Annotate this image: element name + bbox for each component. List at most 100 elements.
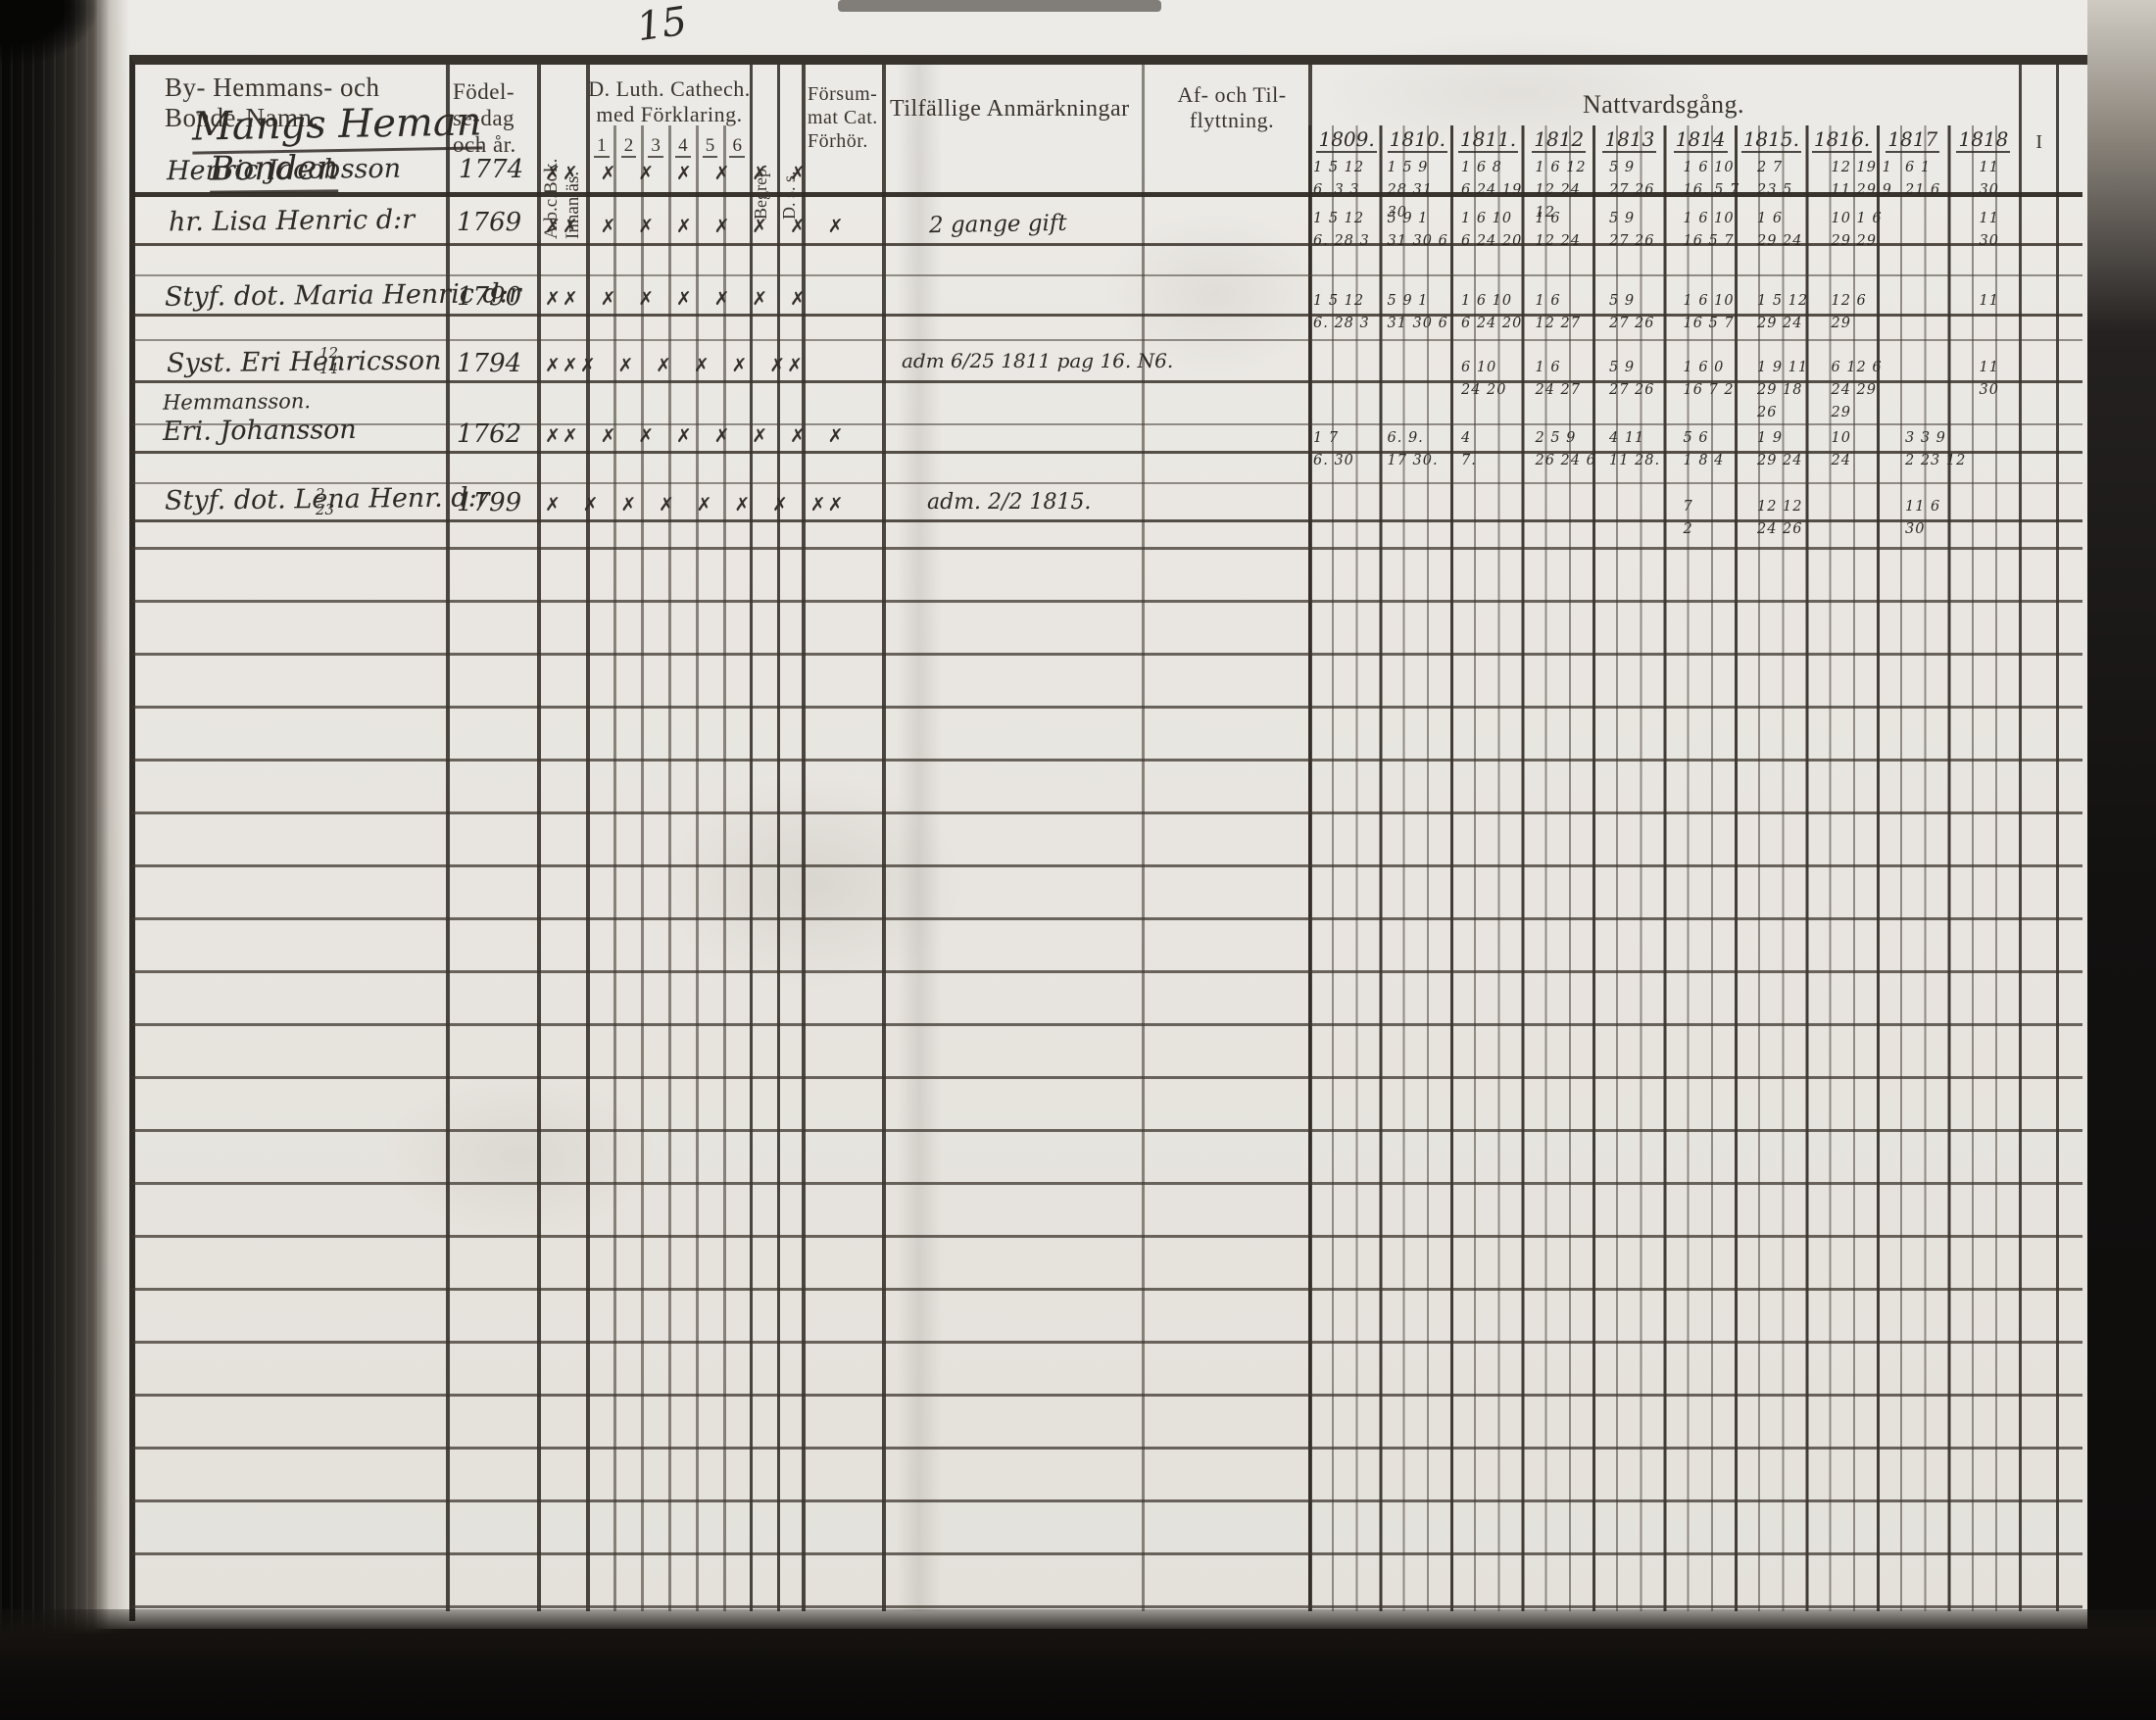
- communion-row: 1 5 12 6. 28 3 5 9 1 31 30 6 1 6 10 6 24…: [1310, 208, 2019, 253]
- year-1812: 1812: [1532, 127, 1587, 153]
- birth-date: 2 23: [316, 485, 335, 518]
- communion-cell: 1 6 10 16. 5 7: [1683, 160, 1740, 198]
- birth-year: 1762: [457, 419, 522, 449]
- scan-bottom-edge: [0, 1609, 2156, 1720]
- catechism-marks: ✗✗ ✗ ✗ ✗ ✗ ✗ ✗: [545, 164, 808, 184]
- year-1816: 1816.: [1811, 127, 1873, 153]
- row-line: [132, 482, 2082, 484]
- communion-cell: [1977, 427, 2051, 472]
- communion-cell: 5 9 27 26: [1609, 211, 1655, 249]
- communion-cell: 5 9 1 31 30 6: [1387, 293, 1448, 331]
- catechism-marks: ✗ ✗ ✗ ✗ ✗ ✗ ✗ ✗✗: [545, 495, 846, 516]
- communion-year-headers: 1809. 1810. 1811. 1812 1813 1814 1815. 1…: [1311, 127, 2019, 153]
- birth-date: 12 14: [319, 344, 339, 377]
- catechism-marks: ✗✗✗ ✗ ✗ ✗ ✗ ✗✗: [545, 356, 806, 376]
- row-line: [132, 339, 2082, 341]
- communion-cell: [1977, 496, 2051, 541]
- catechism-marks: ✗✗ ✗ ✗ ✗ ✗ ✗ ✗ ✗: [545, 426, 846, 447]
- communion-cell: [1829, 496, 1903, 541]
- communion-cell: [1533, 496, 1607, 541]
- row-line: [132, 314, 2082, 317]
- page-number: 15: [634, 0, 690, 51]
- person-name: Henric Jacobsson: [166, 153, 402, 187]
- header-birth-column: Födel- se-dag och år.: [453, 79, 516, 157]
- communion-cell: 1 5 12 29 24: [1757, 293, 1809, 331]
- communion-cell: 6 1 21 6: [1905, 160, 1941, 198]
- communion-row: 6 10 24 20 1 6 24 27 5 9 27 26 1 6 0 16 …: [1310, 357, 2019, 424]
- birth-year: 1769: [457, 208, 522, 237]
- row-line: [132, 243, 2082, 246]
- header-catechism-line1: D. Luth. Cathech.: [588, 76, 751, 101]
- header-catechism-line2: med Förklaring.: [596, 102, 743, 126]
- scan-corner-shadow: [0, 0, 118, 69]
- ruled-lines: [132, 547, 2082, 1611]
- communion-cell: 10 24: [1831, 430, 1851, 468]
- communion-cell: 4 7.: [1461, 430, 1477, 468]
- header-forsummat-column: Försum- mat Cat. Förhör.: [808, 83, 878, 152]
- communion-cell: 6 12 6 24 29 29: [1831, 360, 1883, 420]
- person-name: Eri. Johansson: [162, 414, 357, 448]
- communion-cell: 2 5 9 26 24 6: [1535, 430, 1596, 468]
- communion-cell: 5 9 27 26: [1609, 360, 1655, 398]
- communion-cell: [1385, 357, 1459, 424]
- communion-cell: 5 6 1 8 4: [1683, 430, 1725, 468]
- person-title: Hemmansson.: [162, 389, 312, 415]
- communion-row: 7 2 12 12 24 26 11 6 30: [1310, 496, 2019, 541]
- communion-cell: [1310, 496, 1385, 541]
- communion-cell: 11: [1979, 293, 1999, 309]
- communion-cell: [1385, 496, 1459, 541]
- year-tail-column: I: [2035, 131, 2043, 153]
- cat-col-2: 2: [615, 135, 643, 158]
- communion-cell: [1902, 290, 1977, 335]
- book-left-edge: [0, 0, 129, 1720]
- person-name: hr. Lisa Henric d:r: [168, 204, 416, 238]
- communion-cell: 1 5 12 6. 28 3: [1313, 211, 1370, 249]
- communion-cell: 6 10 24 20: [1461, 360, 1507, 398]
- row-line: [132, 519, 2082, 522]
- communion-cell: 2 7 23 5: [1757, 160, 1793, 198]
- birth-year: 1794: [457, 349, 522, 378]
- communion-cell: 12 19 1 11 29 9: [1831, 160, 1892, 198]
- birth-year: 1774: [459, 155, 524, 184]
- year-1815: 1815.: [1740, 127, 1801, 153]
- communion-cell: 7 2: [1683, 499, 1693, 537]
- communion-cell: 1 6 12 12 24 12: [1535, 160, 1587, 221]
- scan-right-edge: [2087, 0, 2156, 1720]
- catechism-marks: ✗✗ ✗ ✗ ✗ ✗ ✗ ✗: [545, 289, 808, 310]
- communion-cell: 1 6 10 16 5 7: [1683, 293, 1735, 331]
- communion-cell: 1 9 29 24: [1757, 430, 1803, 468]
- year-1814: 1814: [1673, 127, 1728, 153]
- remark: 2 gange gift: [928, 210, 1067, 239]
- communion-cell: 1 5 9 28 31 30: [1387, 160, 1434, 221]
- remark: adm 6/25 1811 pag 16. N6.: [902, 349, 1174, 372]
- communion-cell: 1 6 12 27: [1535, 293, 1582, 331]
- communion-cell: 6. 9. 17 30.: [1387, 430, 1439, 468]
- header-ds-column: D. s. s.: [779, 171, 799, 220]
- row-line: [132, 274, 2082, 276]
- communion-cell: 1 6 8 6 24 19: [1461, 160, 1523, 198]
- header-name-column: By- Hemmans- och Bonde-Namn.: [165, 73, 380, 132]
- row-line: [132, 423, 2082, 425]
- communion-cell: [1310, 357, 1385, 424]
- cat-col-5: 5: [697, 135, 724, 158]
- communion-cell: 1 5 12 6. 28 3: [1313, 293, 1370, 331]
- communion-cell: [1902, 208, 1977, 253]
- catechism-marks: ✗✗ ✗ ✗ ✗ ✗ ✗ ✗ ✗: [545, 217, 846, 237]
- header-remarks-column: Tilfällige Anmärkningar: [890, 96, 1130, 122]
- communion-row: 1 7 6. 30 6. 9. 17 30. 4 7. 2 5 9 26 24 …: [1310, 427, 2019, 472]
- year-1817: 1817: [1886, 127, 1940, 153]
- person-name: Syst. Eri Henricsson: [166, 345, 442, 379]
- communion-cell: 3 3 9 2 23 12: [1905, 430, 1967, 468]
- communion-cell: 12 12 24 26: [1757, 499, 1803, 537]
- year-1818: 1818: [1956, 127, 2011, 153]
- communion-cell: 1 7 6. 30: [1313, 430, 1354, 468]
- row-line: [132, 380, 2082, 383]
- row-line: [132, 192, 2082, 197]
- page-fold-shadow: [897, 59, 942, 1611]
- year-1813: 1813: [1602, 127, 1657, 153]
- birth-year: 1790: [457, 282, 522, 312]
- communion-cell: 11 30: [1979, 360, 1999, 398]
- communion-cell: [1902, 357, 1977, 424]
- communion-row: 1 5 12 6. 3 3 1 5 9 28 31 30 1 6 8 6 24 …: [1310, 157, 2019, 224]
